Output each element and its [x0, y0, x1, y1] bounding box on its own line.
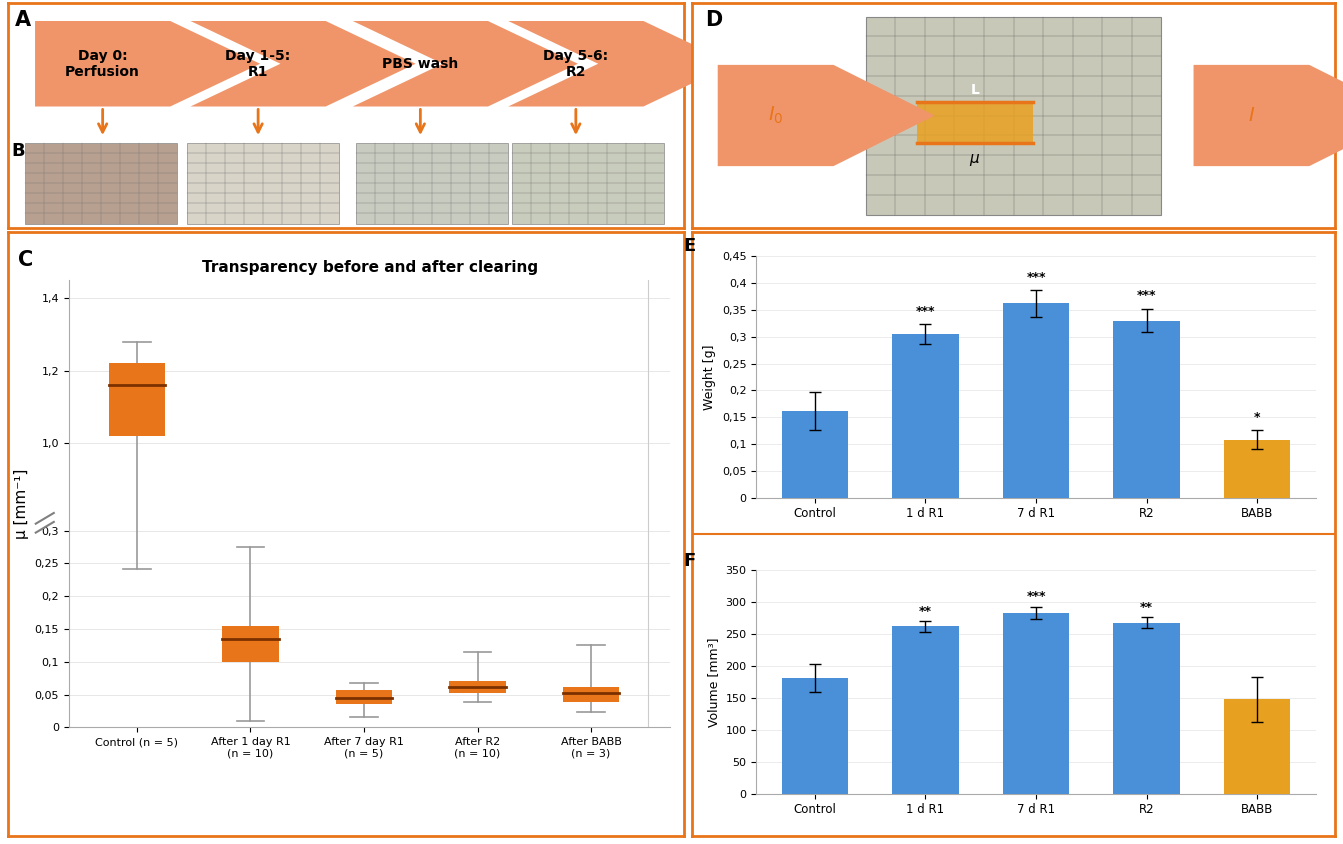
Bar: [512, 143, 663, 224]
Text: ***: ***: [1026, 591, 1046, 603]
Y-axis label: Volume [mm³]: Volume [mm³]: [706, 637, 720, 727]
Bar: [917, 102, 1033, 143]
Bar: [892, 334, 959, 498]
Bar: [1223, 440, 1291, 498]
Text: ***: ***: [1026, 271, 1046, 284]
Bar: [782, 678, 847, 793]
Text: C: C: [19, 250, 34, 270]
Bar: [449, 681, 506, 693]
Text: Day 5-6:
R2: Day 5-6: R2: [544, 49, 608, 78]
Text: B: B: [11, 143, 26, 160]
Bar: [222, 625, 279, 662]
Bar: [563, 687, 619, 702]
Text: ***: ***: [1136, 289, 1156, 302]
Bar: [866, 17, 1162, 214]
Bar: [1003, 613, 1069, 793]
Bar: [109, 364, 165, 436]
Text: $\mathit{I}$: $\mathit{I}$: [1248, 106, 1254, 125]
Polygon shape: [191, 21, 415, 106]
Text: Day 0:
Perfusion: Day 0: Perfusion: [66, 49, 140, 78]
Y-axis label: Weight [g]: Weight [g]: [704, 344, 716, 409]
Text: E: E: [684, 237, 696, 255]
Text: F: F: [684, 552, 696, 571]
Bar: [1113, 321, 1179, 498]
Bar: [782, 411, 847, 498]
Bar: [1223, 699, 1291, 793]
Bar: [187, 143, 340, 224]
Bar: [26, 143, 177, 224]
Text: D: D: [705, 10, 723, 30]
Bar: [892, 626, 959, 793]
Text: L: L: [971, 84, 979, 98]
Bar: [336, 690, 392, 705]
Polygon shape: [508, 21, 733, 106]
Text: $\mu$: $\mu$: [970, 152, 980, 167]
Title: Transparency before and after clearing: Transparency before and after clearing: [201, 260, 537, 275]
Text: A: A: [15, 10, 31, 30]
Polygon shape: [35, 21, 261, 106]
Text: ***: ***: [916, 305, 935, 318]
Text: PBS wash: PBS wash: [383, 57, 458, 71]
Text: $\mathit{I}_0$: $\mathit{I}_0$: [768, 105, 783, 126]
Bar: [356, 143, 508, 224]
Y-axis label: μ [mm⁻¹]: μ [mm⁻¹]: [13, 468, 30, 539]
Bar: [1113, 623, 1179, 793]
Text: *: *: [1254, 411, 1260, 424]
Polygon shape: [353, 21, 577, 106]
Text: **: **: [1140, 601, 1154, 614]
Polygon shape: [1194, 65, 1343, 166]
Text: Day 1-5:
R1: Day 1-5: R1: [226, 49, 290, 78]
Text: **: **: [919, 605, 932, 618]
Polygon shape: [717, 65, 935, 166]
Bar: [1003, 303, 1069, 498]
